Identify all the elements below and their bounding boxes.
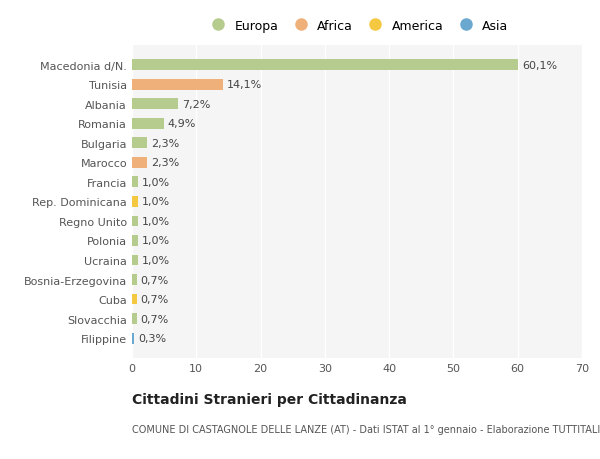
Text: 2,3%: 2,3% xyxy=(151,139,179,148)
Bar xyxy=(132,313,137,325)
Bar xyxy=(132,60,518,71)
Text: COMUNE DI CASTAGNOLE DELLE LANZE (AT) - Dati ISTAT al 1° gennaio - Elaborazione : COMUNE DI CASTAGNOLE DELLE LANZE (AT) - … xyxy=(132,425,600,435)
Bar xyxy=(132,157,147,168)
Text: 1,0%: 1,0% xyxy=(142,236,170,246)
Bar xyxy=(132,333,134,344)
Text: 14,1%: 14,1% xyxy=(227,80,262,90)
Text: 60,1%: 60,1% xyxy=(522,61,557,70)
Bar xyxy=(132,196,139,207)
Text: 0,7%: 0,7% xyxy=(140,275,169,285)
Text: 1,0%: 1,0% xyxy=(142,256,170,265)
Text: Cittadini Stranieri per Cittadinanza: Cittadini Stranieri per Cittadinanza xyxy=(132,392,407,406)
Bar xyxy=(132,177,139,188)
Text: 1,0%: 1,0% xyxy=(142,197,170,207)
Text: 1,0%: 1,0% xyxy=(142,178,170,187)
Text: 1,0%: 1,0% xyxy=(142,217,170,226)
Text: 2,3%: 2,3% xyxy=(151,158,179,168)
Text: 0,3%: 0,3% xyxy=(138,334,166,343)
Bar xyxy=(132,118,163,129)
Text: 0,7%: 0,7% xyxy=(140,314,169,324)
Bar xyxy=(132,138,147,149)
Bar xyxy=(132,99,178,110)
Legend: Europa, Africa, America, Asia: Europa, Africa, America, Asia xyxy=(200,15,514,38)
Text: 0,7%: 0,7% xyxy=(140,295,169,304)
Bar xyxy=(132,235,139,246)
Bar xyxy=(132,79,223,90)
Bar xyxy=(132,216,139,227)
Bar xyxy=(132,274,137,285)
Text: 4,9%: 4,9% xyxy=(167,119,196,129)
Bar xyxy=(132,294,137,305)
Text: 7,2%: 7,2% xyxy=(182,100,211,109)
Bar xyxy=(132,255,139,266)
